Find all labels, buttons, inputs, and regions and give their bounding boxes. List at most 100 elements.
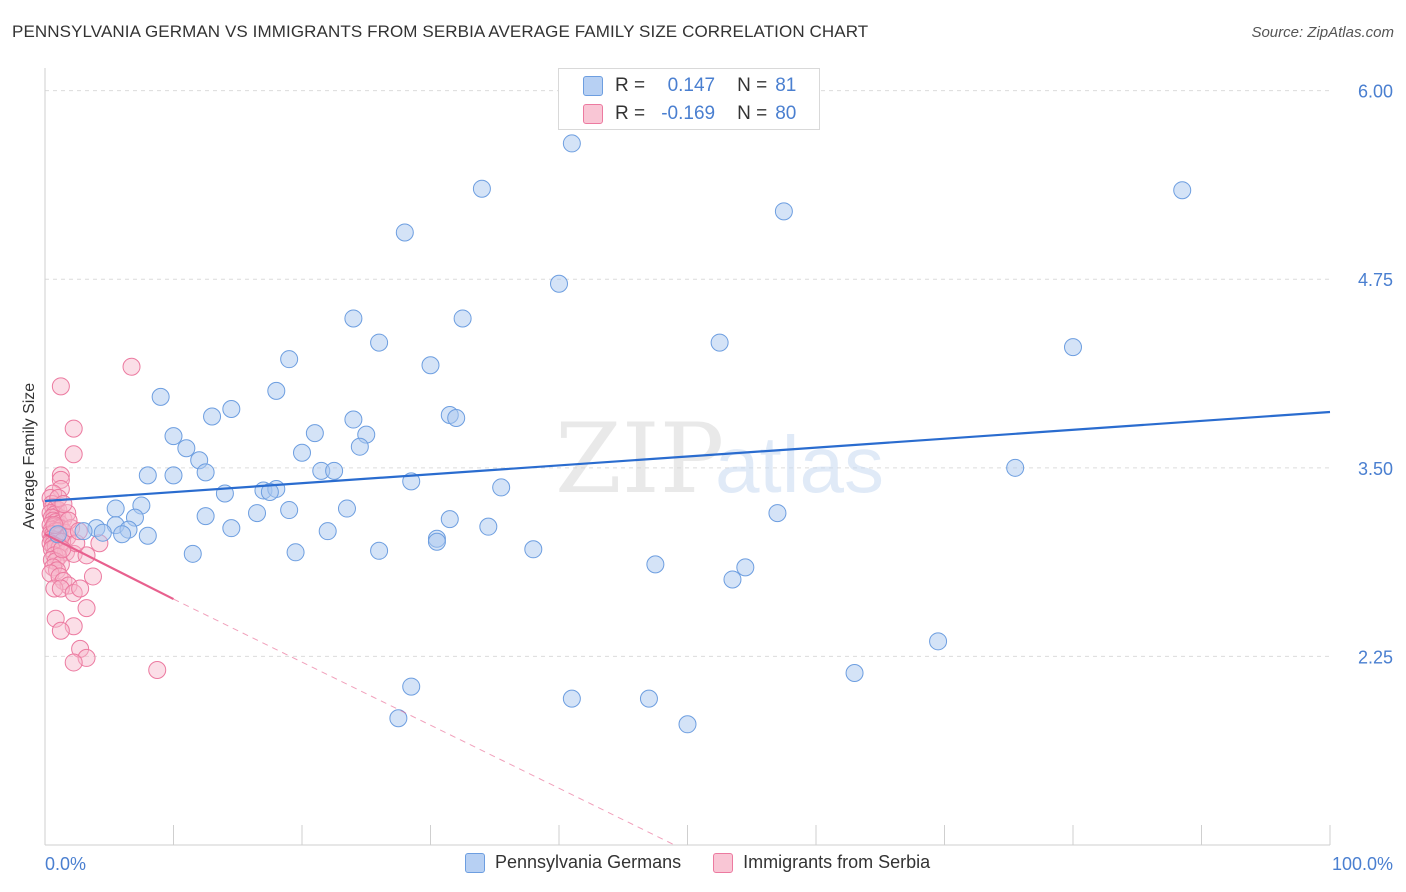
pa-german-point [678,715,697,734]
serbia-point [49,488,68,507]
y-tick-label: 3.50 [1358,459,1393,479]
pa-german-point [138,526,157,545]
r-value-serbia: -0.169 [661,103,716,124]
serbia-point [51,377,70,396]
legend-swatch-blue [465,852,485,873]
pa-german-point [421,356,440,375]
pa-german-point [222,519,241,538]
pa-german-point [196,463,215,482]
y-tick-label: 4.75 [1358,270,1393,290]
x-tick-labels: 0.0% 100.0% [45,825,1393,874]
serbia-point [51,621,70,640]
x-tick-label-min: 0.0% [45,854,86,874]
pa-german-point [248,504,267,523]
pa-german-points [48,134,1192,734]
stats-legend: R = 0.147 N = 81 R = -0.169 N = 80 [558,68,820,130]
pa-german-point [318,522,337,541]
legend-label-serbia: Immigrants from Serbia [743,852,931,872]
pa-german-point [723,570,742,589]
y-tick-label: 2.25 [1358,647,1393,667]
y-tick-label: 6.00 [1358,82,1393,102]
pa-german-point [337,499,356,518]
pa-german-point [344,309,363,328]
pa-german-point [736,558,755,577]
r-label: R = [615,103,646,124]
serbia-point [64,584,83,603]
pa-german-point [305,424,324,443]
pa-german-point [344,410,363,429]
pa-german-point [106,499,125,518]
serbia-point [46,609,65,628]
pa-german-point [74,522,93,541]
pa-german-point [524,540,543,559]
serbia-point [64,419,83,438]
pa-german-point [138,466,157,485]
legend-row-serbia: R = -0.169 N = 80 [583,101,796,127]
pa-german-point [402,472,421,491]
legend-swatch-blue [583,76,603,96]
serbia-point [54,495,73,514]
pa-german-point [453,309,472,328]
pa-german-point [177,439,196,458]
pa-german-point [280,501,299,520]
pa-german-point [183,544,202,563]
pa-german-point [768,504,787,523]
pa-german-point [267,381,286,400]
pa-german-point [196,507,215,526]
series-legend: Pennsylvania Germans Immigrants from Ser… [465,852,962,873]
serbia-point [51,470,70,489]
serbia-point [77,599,96,618]
serbia-point [71,579,90,598]
pa-german-point [1173,181,1192,200]
pa-german-point [260,482,279,501]
n-value-serbia: 80 [775,103,797,124]
pa-german-point [164,466,183,485]
n-label: N = [737,75,768,96]
r-value-pa-german: 0.147 [667,75,716,96]
serbia-point [64,445,83,464]
pa-german-point [286,543,305,562]
serbia-point [148,660,167,679]
pa-german-point [389,709,408,728]
serbia-point [64,653,83,672]
pa-german-point [447,409,466,428]
trend-lines [44,410,1331,846]
pa-german-point [440,510,459,529]
n-label: N = [737,103,768,124]
pa-german-point [203,407,222,426]
pa-german-point [550,274,568,293]
pa-german-point [472,179,491,198]
pa-german-point [492,478,511,497]
pa-german-point [164,427,183,446]
serbia-trend-line [44,533,174,601]
pa-german-point [370,333,389,352]
pa-german-point [370,541,389,560]
serbia-point [45,579,64,598]
serbia-points [41,357,167,679]
serbia-point [58,504,77,523]
y-tick-labels: 2.25 3.50 4.75 6.00 [1358,82,1393,668]
legend-label-pa-german: Pennsylvania Germans [495,852,682,872]
pa-german-point [562,134,581,153]
pa-german-point [1064,338,1082,357]
watermark-atlas: atlas [715,420,884,509]
pa-german-point [646,555,665,574]
pa-german-point [280,350,299,369]
serbia-point [51,466,70,485]
pa-german-point [293,443,311,462]
pa-german-point [395,223,414,242]
gridlines [45,90,1330,657]
serbia-point [83,567,102,586]
r-label: R = [615,75,646,96]
serbia-trend-extension [173,598,675,846]
pa-german-point [113,525,132,544]
legend-item-pa-german: Pennsylvania Germans [465,852,681,873]
serbia-point [122,357,141,376]
pa-german-point [929,632,948,651]
legend-swatch-pink [583,104,603,124]
pa-german-point [151,387,170,406]
pa-german-point [222,399,241,418]
pa-german-point [1006,458,1025,477]
pa-german-point [562,689,581,708]
source-label: Source: ZipAtlas.com [1251,24,1394,41]
